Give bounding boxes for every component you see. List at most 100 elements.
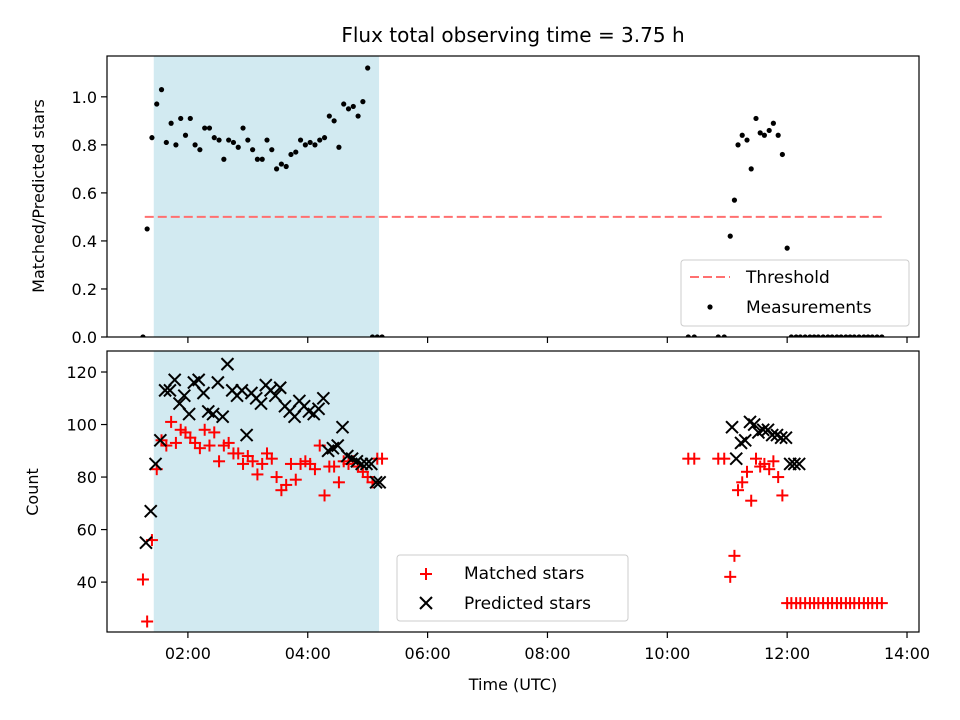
matched-stars-point — [280, 478, 293, 491]
measurements-point — [264, 137, 270, 143]
top-shaded-region — [153, 56, 380, 337]
measurements-point — [331, 118, 337, 124]
predicted-stars-point — [206, 407, 220, 421]
measurements-point — [158, 87, 165, 93]
predicted-stars-point-b — [372, 475, 387, 490]
predicted-stars-point-b — [756, 423, 770, 437]
measurements-point — [861, 334, 867, 337]
predicted-stars-point — [148, 457, 163, 471]
top-legend-frame — [680, 259, 910, 327]
predicted-stars-point-b — [172, 396, 187, 411]
measurements-point — [825, 334, 831, 337]
predicted-stars-point — [747, 417, 761, 432]
predicted-stars-point — [239, 428, 254, 442]
predicted-stars-point-b — [340, 449, 355, 463]
predicted-stars-legend-label: Predicted stars — [464, 594, 591, 614]
bottom-panel: 40 60 80 100 120 02:00 04:00 06:00 08:00 10:00 12:… — [66, 350, 930, 663]
predicted-stars-point — [729, 451, 743, 466]
measurements-point — [259, 156, 265, 162]
top-y-tick-label: 0.4 — [72, 232, 97, 251]
measurements-point — [874, 334, 880, 337]
predicted-stars-point — [354, 457, 369, 471]
predicted-stars-point-b — [316, 391, 331, 405]
predicted-stars-point-b — [311, 402, 326, 416]
predicted-stars-point — [139, 536, 153, 550]
matched-stars-point — [767, 455, 780, 468]
predicted-stars-point-b — [359, 457, 374, 471]
measurements-point — [307, 139, 313, 146]
measurements-point — [766, 127, 772, 134]
predicted-stars-point — [779, 430, 793, 445]
measurements-point — [283, 163, 289, 170]
matched-stars-legend-label: Matched stars — [464, 564, 584, 584]
measurements-point — [369, 334, 376, 337]
matched-stars-point — [265, 452, 278, 465]
predicted-stars-point-b — [770, 428, 784, 442]
predicted-stars-point-b — [158, 383, 172, 398]
top-y-tick-label: 0.0 — [72, 328, 97, 347]
measurements-legend-swatch — [707, 304, 713, 310]
predicted-stars-point-b — [774, 430, 788, 445]
measurements-legend-label: Measurements — [746, 298, 872, 318]
predicted-stars-point-b — [201, 404, 215, 419]
predicted-stars-point — [220, 357, 235, 371]
matched-stars-point — [193, 442, 206, 455]
matched-stars-point — [728, 549, 741, 562]
measurements-point — [355, 113, 361, 119]
predicted-stars-point — [254, 396, 268, 411]
top-y-tick-label: 0.6 — [72, 184, 97, 203]
x-tick-label: 06:00 — [405, 644, 451, 663]
matched-stars-point — [136, 573, 149, 586]
matched-stars-point — [246, 455, 259, 468]
predicted-stars-point-b — [182, 407, 196, 421]
matched-stars-point — [169, 436, 182, 449]
measurements-point — [770, 120, 776, 126]
measurements-point — [865, 334, 871, 337]
matched-stars-point — [745, 494, 758, 507]
measurements-point — [197, 147, 203, 153]
measurements-point — [834, 334, 840, 337]
measurements-point — [144, 226, 150, 232]
measurements-point — [374, 334, 380, 337]
measurements-point — [360, 99, 366, 105]
predicted-stars-point — [335, 420, 350, 434]
measurements-point — [178, 115, 184, 122]
x-tick-label: 08:00 — [524, 644, 570, 663]
predicted-stars-point-b — [239, 428, 254, 442]
predicted-stars-point-b — [148, 457, 163, 471]
predicted-stars-point — [196, 386, 211, 400]
predicted-stars-point-b — [792, 457, 806, 471]
predicted-stars-point-b — [350, 454, 364, 469]
bottom-plot-area — [136, 351, 888, 632]
measurements-point — [230, 139, 237, 146]
measurements-point — [379, 334, 385, 337]
predicted-stars-point — [158, 383, 172, 398]
predicted-stars-point — [787, 457, 802, 471]
predicted-stars-point — [163, 383, 177, 398]
measurements-point — [797, 334, 803, 337]
measurements-point — [793, 334, 799, 337]
predicted-stars-point-b — [220, 357, 235, 371]
predicted-stars-point — [725, 420, 739, 434]
matched-stars-point — [332, 476, 345, 489]
matched-stars-point — [232, 447, 245, 460]
matched-stars-point — [718, 452, 731, 465]
predicted-stars-point-b — [725, 420, 739, 434]
predicted-stars-point — [235, 383, 249, 398]
predicted-stars-point-b — [215, 409, 230, 424]
top-y-tick-label: 0.8 — [72, 136, 97, 155]
measurements-point — [820, 334, 826, 337]
measurements-point — [869, 334, 875, 337]
predicted-stars-point-b — [287, 409, 302, 424]
predicted-stars-point — [172, 396, 187, 411]
predicted-stars-point-b — [144, 504, 158, 518]
measurements-point — [336, 144, 342, 150]
predicted-stars-point-b — [331, 438, 345, 453]
x-tick-label: 14:00 — [884, 644, 930, 663]
predicted-stars-point-b — [743, 415, 757, 429]
predicted-stars-point-b — [168, 373, 182, 387]
predicted-stars-point-b — [369, 475, 383, 490]
predicted-stars-point-b — [738, 433, 752, 447]
matched-stars-point — [141, 615, 154, 628]
